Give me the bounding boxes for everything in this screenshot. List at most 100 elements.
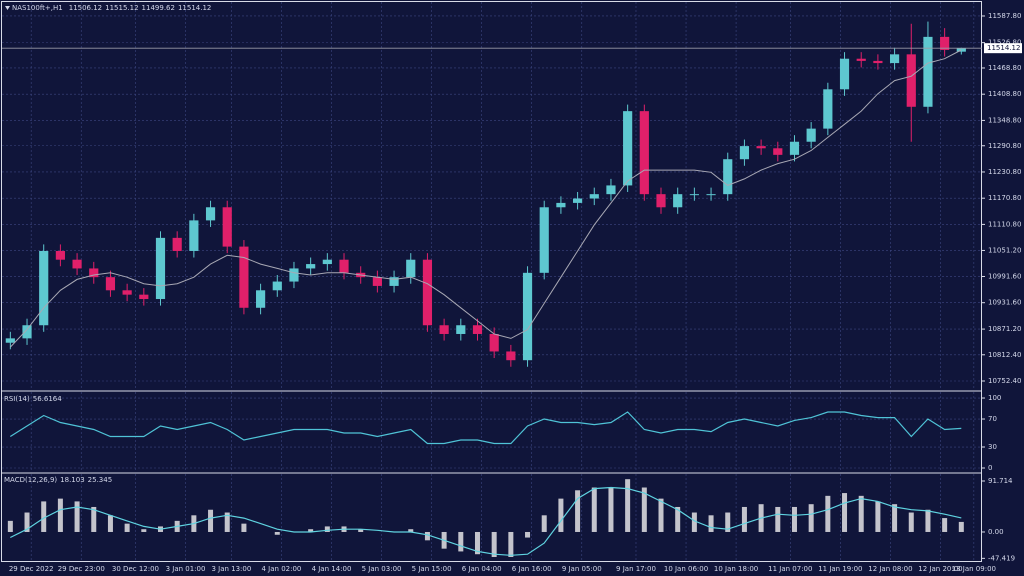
candle-body <box>22 325 32 339</box>
histogram-bar <box>141 529 147 532</box>
candle-body <box>656 194 666 208</box>
x-tick-label: 13 Jan 09:00 <box>952 565 996 573</box>
histogram-bar <box>575 490 581 532</box>
y-tick-label: 10931.60 <box>988 299 1021 307</box>
x-tick-label: 12 Jan 08:00 <box>868 565 912 573</box>
y-tick-label: 11468.80 <box>988 64 1021 72</box>
candle-body <box>339 259 349 273</box>
x-tick-label: 11 Jan 07:00 <box>768 565 812 573</box>
histogram-bar <box>41 501 47 532</box>
histogram-bar <box>842 493 848 532</box>
candle-body <box>773 148 783 155</box>
candle-body <box>906 54 916 107</box>
signal-value: 25.345 <box>88 476 113 484</box>
candle-body <box>856 58 866 61</box>
candle-body <box>823 89 833 129</box>
candle-body <box>873 60 883 64</box>
candle-body <box>389 277 399 286</box>
candle-body <box>573 198 583 203</box>
histogram-bar <box>7 520 13 532</box>
y-tick-label: 0 <box>988 464 992 472</box>
y-tick-label: 91.714 <box>988 477 1013 485</box>
x-tick-label: 9 Jan 05:00 <box>562 565 602 573</box>
candle-body <box>689 194 699 196</box>
high-value: 11515.12 <box>105 4 138 12</box>
histogram-bar <box>741 506 747 532</box>
candle-body <box>673 194 683 208</box>
candle-body <box>489 333 499 352</box>
x-tick-label: 10 Jan 18:00 <box>714 565 758 573</box>
candle-body <box>72 259 82 269</box>
candle-body <box>422 259 433 326</box>
histogram-bar <box>541 515 547 532</box>
x-tick-label: 6 Jan 04:00 <box>462 565 502 573</box>
candle-body <box>923 36 933 107</box>
histogram-bar <box>625 479 631 532</box>
y-tick-label: 11290.80 <box>988 142 1021 150</box>
y-tick-label: 0.00 <box>988 528 1004 536</box>
candle-body <box>639 111 649 195</box>
candle-body <box>472 325 483 334</box>
candle-body <box>55 250 65 260</box>
x-tick-label: 10 Jan 06:00 <box>664 565 708 573</box>
histogram-bar <box>508 531 514 557</box>
candle-body <box>956 48 966 52</box>
y-tick-label: 10991.60 <box>988 272 1021 280</box>
candle-body <box>372 277 382 286</box>
histogram-bar <box>558 498 564 532</box>
candle-body <box>806 128 816 142</box>
candle-body <box>306 264 316 269</box>
y-tick-label: 11230.80 <box>988 168 1021 176</box>
histogram-bar <box>491 531 497 557</box>
histogram-bar <box>775 506 781 532</box>
moving-average <box>9 49 962 348</box>
last-price-box <box>984 43 1022 54</box>
candle-body <box>189 220 199 251</box>
candle-body <box>172 237 182 251</box>
histogram-bar <box>474 531 480 555</box>
histogram-bar <box>892 504 898 532</box>
y-tick-label: 10752.40 <box>988 377 1021 385</box>
candle-body <box>556 202 566 208</box>
candle-body <box>889 54 900 64</box>
candle-body <box>606 185 616 195</box>
signal-line <box>10 486 962 556</box>
candle-body <box>739 146 750 160</box>
candle-body <box>155 237 166 300</box>
y-tick-label: 10812.40 <box>988 351 1021 359</box>
candle-body <box>506 351 516 361</box>
y-tick-label: 10871.20 <box>988 325 1021 333</box>
symbol: NAS100ft+,H1 <box>12 4 63 12</box>
histogram-bar <box>424 531 430 541</box>
histogram-bar <box>208 509 214 532</box>
y-tick-label: 11051.20 <box>988 246 1021 254</box>
histogram-bar <box>74 501 80 532</box>
y-tick-label: 100 <box>988 394 1001 402</box>
histogram-bar <box>591 487 597 532</box>
histogram-bar <box>124 523 130 532</box>
low-value: 11499.62 <box>142 4 175 12</box>
collapse-icon[interactable] <box>5 6 10 10</box>
histogram-bar <box>641 487 647 532</box>
macd-title: MACD(12,26,9) <box>4 476 57 484</box>
candle-body <box>839 58 850 90</box>
candle-body <box>139 294 149 300</box>
histogram-bar <box>274 531 280 535</box>
candle-body <box>522 272 533 361</box>
histogram-bar <box>708 515 714 532</box>
histogram-bar <box>675 506 681 532</box>
candle-body <box>105 277 116 291</box>
candle-body <box>272 281 282 291</box>
candle-body <box>406 259 416 278</box>
histogram-bar <box>358 529 364 532</box>
x-tick-label: 29 Dec 2022 <box>9 565 54 573</box>
y-tick-label: 11526.80 <box>988 39 1021 47</box>
x-tick-label: 6 Jan 16:00 <box>512 565 552 573</box>
candle-body <box>589 194 599 199</box>
close-value: 11514.12 <box>178 4 211 12</box>
histogram-bar <box>107 515 113 532</box>
candle-body <box>789 141 800 155</box>
header: NAS100ft+,H1 11506.12 11515.12 11499.62 1151… <box>12 4 211 12</box>
histogram-bar <box>858 495 864 532</box>
